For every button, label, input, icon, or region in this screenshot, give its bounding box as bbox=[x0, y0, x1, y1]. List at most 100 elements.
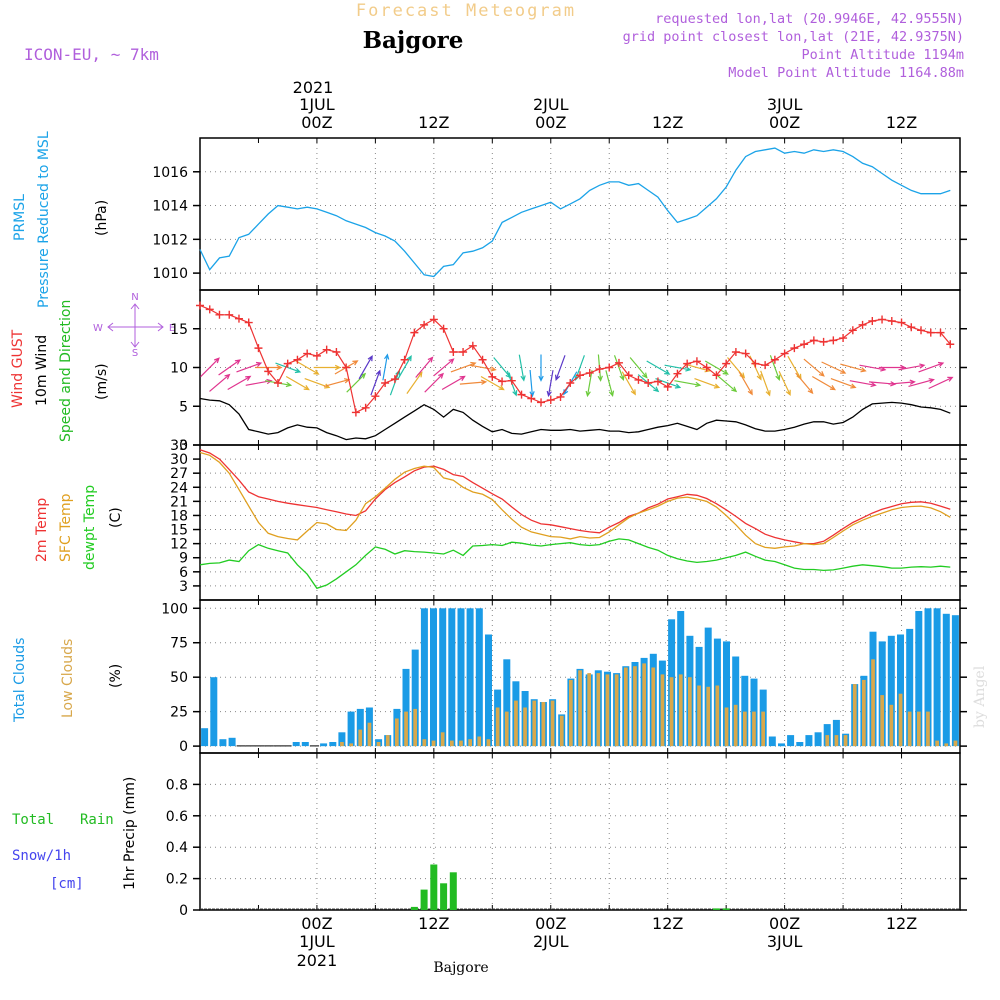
gust-marker bbox=[819, 337, 828, 346]
low-cloud-bar bbox=[495, 707, 500, 747]
gust-marker bbox=[722, 359, 731, 368]
gust-marker bbox=[254, 344, 263, 353]
wind-arrow bbox=[908, 378, 935, 387]
wind-arrow bbox=[441, 375, 466, 391]
y-tick-label: 0 bbox=[179, 739, 188, 755]
bottom-hour-label: 12Z bbox=[886, 914, 917, 933]
gust-marker bbox=[332, 348, 341, 356]
temp-2m-line bbox=[199, 449, 951, 545]
gust-marker bbox=[663, 382, 672, 391]
wind-arrow bbox=[738, 371, 753, 396]
y-tick-label: 10 bbox=[170, 361, 188, 377]
panel-frame bbox=[199, 137, 961, 291]
low-cloud-bar bbox=[825, 735, 830, 747]
total-cloud-bar bbox=[466, 608, 474, 747]
total-cloud-bar bbox=[787, 735, 795, 747]
wind-arrow bbox=[459, 379, 488, 385]
gust-marker bbox=[790, 344, 799, 353]
wind-arrow bbox=[849, 380, 877, 388]
low-cloud-bar bbox=[724, 707, 729, 747]
gust-marker bbox=[429, 315, 438, 324]
y-tick-label: 75 bbox=[170, 636, 188, 652]
snow-unit-label: [cm] bbox=[50, 876, 84, 892]
low-cloud-bar bbox=[889, 704, 894, 747]
gust-marker bbox=[897, 318, 906, 327]
gust-marker bbox=[673, 369, 682, 378]
compass-e: E bbox=[169, 323, 175, 334]
total-cloud-bar bbox=[503, 659, 511, 747]
wind-speed-line bbox=[199, 397, 951, 441]
wind-arrow bbox=[928, 376, 954, 390]
y-tick-label: 1016 bbox=[152, 165, 188, 181]
gust-marker bbox=[468, 341, 477, 350]
total-cloud-bar bbox=[897, 634, 904, 747]
panel-5: 0 0.2 0.4 0.6 0.8 bbox=[166, 752, 967, 919]
wind-arrow bbox=[285, 375, 310, 391]
wind-arrow bbox=[323, 378, 351, 387]
y-tick-label: 24 bbox=[170, 480, 188, 496]
gust-marker bbox=[868, 317, 877, 325]
gust-marker bbox=[936, 328, 945, 337]
wind-arrow bbox=[664, 364, 692, 372]
gust-marker bbox=[322, 345, 331, 354]
gust-marker bbox=[741, 349, 750, 358]
gust-marker bbox=[907, 323, 916, 332]
y-tick-label: 1012 bbox=[152, 232, 188, 248]
gust-marker bbox=[283, 359, 292, 368]
gust-marker bbox=[887, 317, 896, 325]
wind-arrow bbox=[295, 360, 320, 375]
total-cloud-bar bbox=[485, 634, 492, 747]
total-cloud-bar bbox=[411, 649, 419, 747]
wind-arrow bbox=[382, 353, 390, 381]
total-cloud-bar bbox=[329, 742, 337, 747]
low-cloud-bar bbox=[514, 700, 518, 747]
gust-marker bbox=[420, 320, 429, 329]
low-cloud-bar bbox=[880, 695, 884, 747]
plot-area: 1010101210141016051015369121518212427303… bbox=[152, 95, 967, 970]
total-cloud-bar bbox=[273, 745, 283, 747]
low-cloud-bar bbox=[532, 700, 537, 747]
gust-marker bbox=[439, 324, 448, 333]
total-cloud-bar bbox=[924, 608, 932, 747]
low-cloud-bar bbox=[633, 666, 637, 747]
gust-marker bbox=[342, 363, 351, 372]
wind-arrow bbox=[415, 356, 434, 378]
gust-marker bbox=[303, 349, 312, 358]
total-cloud-bar bbox=[805, 735, 813, 747]
total-cloud-bar bbox=[301, 742, 309, 747]
low-cloud-bar bbox=[935, 740, 939, 747]
gust-marker bbox=[459, 348, 468, 356]
low-cloud-bar bbox=[926, 711, 930, 747]
y-tick-label: 0 bbox=[179, 903, 188, 919]
low-cloud-bar bbox=[431, 740, 436, 747]
low-cloud-bar bbox=[944, 743, 949, 747]
gust-marker bbox=[809, 336, 818, 345]
gust-marker bbox=[273, 379, 282, 387]
total-cloud-bar bbox=[356, 708, 364, 747]
total-cloud-bar bbox=[768, 736, 776, 747]
dewpt-line bbox=[199, 538, 951, 590]
bottom-day-label: 3JUL bbox=[767, 932, 803, 951]
wind-arrow bbox=[898, 363, 926, 371]
total-cloud-bar bbox=[942, 613, 950, 747]
wind-arrow bbox=[787, 355, 802, 381]
low-cloud-bar bbox=[578, 670, 582, 747]
low-cloud-bar bbox=[678, 674, 683, 747]
gust-marker bbox=[196, 301, 204, 310]
low-cloud-bar bbox=[468, 739, 472, 747]
cloud-bars bbox=[201, 608, 959, 747]
total-cloud-bar bbox=[264, 745, 274, 747]
bottom-hour-label: 00Z bbox=[535, 914, 566, 933]
requested-coords: requested lon,lat (20.9946E, 42.9555N) bbox=[655, 11, 964, 27]
y-tick-label: 0.8 bbox=[166, 777, 188, 793]
wind-arrow bbox=[450, 361, 477, 373]
low-cloud-bar bbox=[422, 739, 427, 747]
wind-arrow bbox=[811, 375, 837, 391]
low-cloud-bar bbox=[541, 702, 546, 747]
total-cloud-bar bbox=[402, 668, 410, 747]
gust-marker bbox=[585, 368, 594, 377]
wind-arrow bbox=[469, 364, 497, 372]
rain-bar bbox=[430, 864, 438, 910]
gust-marker bbox=[410, 328, 419, 337]
wind-arrow bbox=[227, 375, 252, 391]
